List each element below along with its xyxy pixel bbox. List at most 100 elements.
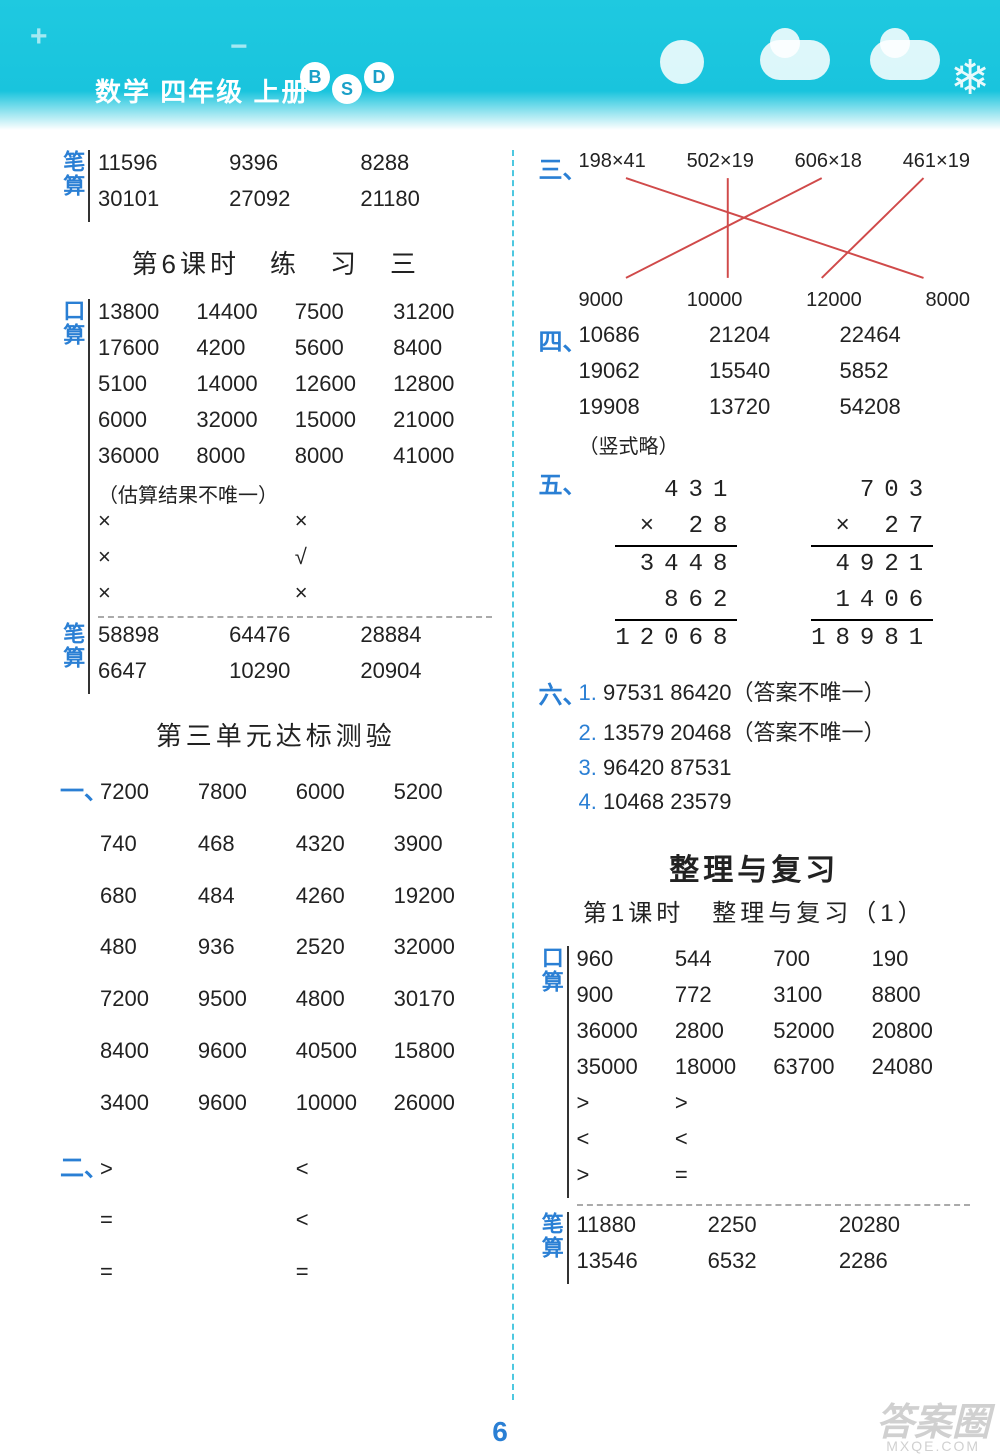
table-row: 1380014400750031200 [98,299,492,325]
cell: 13720 [709,394,840,420]
cell: 700 [773,946,871,972]
cell: 12600 [295,371,393,397]
cell: × [98,580,295,606]
cell: 900 [577,982,675,1008]
page-number: 6 [492,1416,508,1448]
cell: 41000 [393,443,491,469]
kousuan-r-label: 口算 [539,946,563,994]
q5-label: 五、 [539,465,579,657]
cell: 13800 [98,299,196,325]
badge-b: B [300,62,330,92]
cell: 15540 [709,358,840,384]
cell: 24080 [872,1054,970,1080]
cell: 7200 [100,978,198,1020]
table-row: ×× [98,580,492,606]
cell: 4800 [296,978,394,1020]
divider-dash [98,616,492,618]
cell: 6000 [296,771,394,813]
table-row: 74046843203900 [100,823,492,865]
cell: 15800 [394,1030,492,1072]
table-row: >> [577,1090,971,1116]
cell: 17600 [98,335,196,361]
cell: 10686 [579,322,710,348]
table-row: 66471029020904 [98,658,492,684]
table-row: 480936252032000 [100,926,492,968]
bisuan6-label: 笔算 [60,622,84,670]
cell: 7800 [198,771,296,813]
cell: 58898 [98,622,229,648]
table-row: 588986447628884 [98,622,492,648]
cell: 9500 [198,978,296,1020]
cell: 14000 [196,371,294,397]
cell [773,1090,871,1116]
cell: > [577,1162,675,1188]
kousuan6-note: （估算结果不唯一） [98,479,492,508]
q6-item: 4. 10468 23579 [579,789,971,815]
cell: 772 [675,982,773,1008]
cell: 36000 [98,443,196,469]
table-row: 680484426019200 [100,875,492,917]
cell: 5852 [840,358,971,384]
kousuan6-block: 口算 1380014400750031200176004200560084005… [60,299,492,624]
cell [872,1090,970,1116]
cell: 6532 [708,1248,839,1274]
table-row: 7200780060005200 [100,771,492,813]
cell: 63700 [773,1054,871,1080]
divider-dash-r [577,1204,971,1206]
cell: < [296,1148,492,1190]
cell: > [577,1090,675,1116]
cell: 19200 [394,875,492,917]
multiplication-work: 431× 283448862 12068 [615,473,737,657]
cell: 7200 [100,771,198,813]
badge-s: S [332,74,362,104]
bisuan-top-label: 笔算 [60,150,84,198]
header-title: 数学 四年级 上册 [95,72,309,109]
watermark-sub: MXQE.COM [886,1438,980,1454]
q3-expr: 502×19 [687,150,754,173]
cell: 9600 [198,1030,296,1072]
q3-expr: 606×18 [795,150,862,173]
table-row: << [577,1126,971,1152]
cell: 19908 [579,394,710,420]
cell: 32000 [196,407,294,433]
cell: × [98,544,295,570]
table-row: 17600420056008400 [98,335,492,361]
cell: 190 [872,946,970,972]
cell: 960 [577,946,675,972]
cell: 480 [100,926,198,968]
q3-block: 三、 198×41502×19606×18461×19 900010000120… [539,150,971,312]
q4-block: 四、 1068621204224641906215540585219908137… [539,322,971,459]
q4-note: （竖式略） [579,430,971,459]
cell: 31200 [393,299,491,325]
cell: 740 [100,823,198,865]
cell: 7500 [295,299,393,325]
cell: 8800 [872,982,970,1008]
cell: = [100,1251,296,1293]
cell: 4260 [296,875,394,917]
table-row: ×× [98,508,492,534]
cell: 680 [100,875,198,917]
cell: 54208 [840,394,971,420]
table-row: 35000180006370024080 [577,1054,971,1080]
cell: 3900 [394,823,492,865]
table-row: 960544700190 [577,946,971,972]
cell: = [100,1199,296,1241]
table-row: 5100140001260012800 [98,371,492,397]
q2-block: 二、 ><=<== [60,1148,492,1303]
cell: 3400 [100,1082,198,1124]
cell: 10000 [296,1082,394,1124]
cell: 544 [675,946,773,972]
cell: 27092 [229,186,360,212]
q3-cross-lines [579,173,971,283]
badge-d: D [364,62,394,92]
cell: 40500 [296,1030,394,1072]
table-row: ×√ [98,544,492,570]
cell: √ [295,544,492,570]
q3-result: 10000 [687,289,743,312]
deco-minus: − [230,30,248,64]
cell: 18000 [675,1054,773,1080]
cell: 8000 [295,443,393,469]
cell: 30101 [98,186,229,212]
cell: 36000 [577,1018,675,1044]
cell: × [295,508,492,534]
